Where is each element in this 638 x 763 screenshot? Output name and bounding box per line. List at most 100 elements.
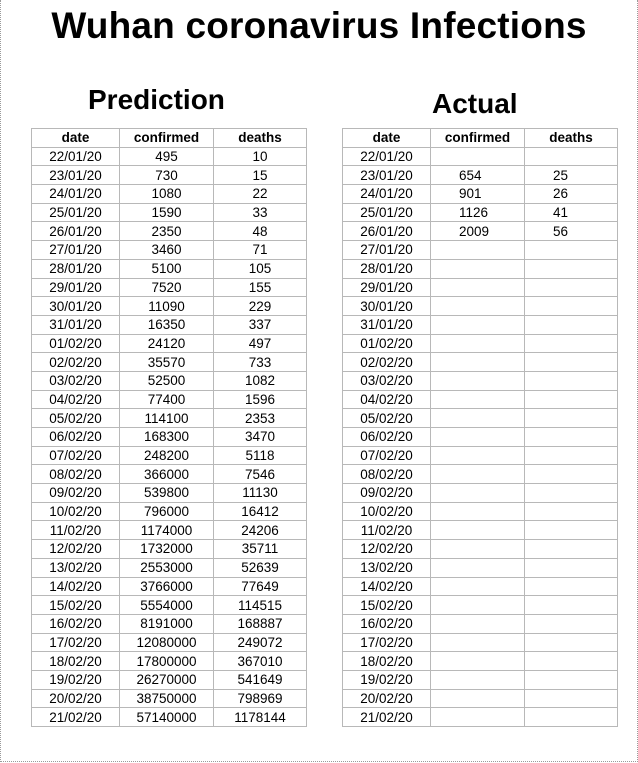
deaths-cell: 71: [213, 240, 307, 260]
actual-date-header: date: [342, 128, 431, 148]
deaths-cell: 367010: [213, 651, 307, 671]
table-row: 20/02/20: [342, 688, 618, 709]
confirmed-cell: [430, 539, 525, 559]
confirmed-cell: 730: [119, 165, 214, 186]
table-row: 12/02/20 1732000 35711: [31, 539, 307, 559]
confirmed-cell: 654: [430, 165, 525, 186]
confirmed-cell: 901: [430, 184, 525, 204]
deaths-cell: 33: [213, 202, 307, 223]
deaths-cell: 798969: [213, 688, 307, 709]
deaths-cell: 337: [213, 314, 307, 335]
table-row: 16/02/20 8191000 168887: [31, 613, 307, 634]
actual-header-row: date confirmed deaths: [342, 128, 618, 148]
table-row: 21/02/20: [342, 707, 618, 727]
actual-confirmed-header: confirmed: [430, 128, 525, 148]
confirmed-cell: [430, 632, 525, 653]
date-cell: 24/01/20: [342, 184, 431, 204]
table-row: 04/02/20: [342, 389, 618, 410]
confirmed-cell: 1126: [430, 202, 525, 223]
table-row: 24/01/20 1080 22: [31, 184, 307, 204]
confirmed-cell: 2553000: [119, 557, 214, 578]
confirmed-cell: [430, 501, 525, 522]
deaths-cell: [524, 632, 618, 653]
table-row: 31/01/20 16350 337: [31, 314, 307, 335]
table-row: 16/02/20: [342, 613, 618, 634]
deaths-cell: 25: [524, 165, 618, 186]
date-cell: 23/01/20: [31, 165, 120, 186]
table-row: 13/02/20: [342, 557, 618, 578]
confirmed-cell: 796000: [119, 501, 214, 522]
confirmed-cell: [430, 408, 525, 428]
deaths-cell: [524, 146, 618, 167]
date-cell: 06/02/20: [31, 427, 120, 447]
deaths-cell: [524, 277, 618, 298]
deaths-cell: [524, 483, 618, 503]
deaths-cell: [524, 595, 618, 615]
deaths-cell: 2353: [213, 408, 307, 428]
prediction-date-header: date: [31, 128, 120, 148]
deaths-cell: [524, 296, 618, 316]
confirmed-cell: [430, 595, 525, 615]
deaths-cell: 168887: [213, 613, 307, 634]
deaths-cell: [524, 539, 618, 559]
table-row: 07/02/20: [342, 445, 618, 466]
table-row: 05/02/20: [342, 408, 618, 428]
deaths-cell: 1596: [213, 389, 307, 410]
date-cell: 09/02/20: [31, 483, 120, 503]
deaths-cell: 35711: [213, 539, 307, 559]
deaths-cell: [524, 651, 618, 671]
deaths-cell: 5118: [213, 445, 307, 466]
confirmed-cell: [430, 427, 525, 447]
date-cell: 01/02/20: [31, 333, 120, 354]
confirmed-cell: 495: [119, 146, 214, 167]
table-row: 13/02/20 2553000 52639: [31, 557, 307, 578]
table-row: 10/02/20: [342, 501, 618, 522]
confirmed-cell: 35570: [119, 352, 214, 372]
table-row: 17/02/20: [342, 632, 618, 653]
table-row: 03/02/20: [342, 370, 618, 391]
table-row: 29/01/20: [342, 277, 618, 298]
date-cell: 22/01/20: [342, 146, 431, 167]
table-row: 08/02/20: [342, 464, 618, 485]
table-row: 01/02/20: [342, 333, 618, 354]
date-cell: 16/02/20: [342, 613, 431, 634]
deaths-cell: [524, 333, 618, 354]
date-cell: 15/02/20: [342, 595, 431, 615]
date-cell: 30/01/20: [31, 296, 120, 316]
date-cell: 05/02/20: [342, 408, 431, 428]
table-row: 29/01/20 7520 155: [31, 277, 307, 298]
confirmed-cell: [430, 389, 525, 410]
date-cell: 22/01/20: [31, 146, 120, 167]
date-cell: 29/01/20: [31, 277, 120, 298]
date-cell: 31/01/20: [342, 314, 431, 335]
date-cell: 31/01/20: [31, 314, 120, 335]
confirmed-cell: 1590: [119, 202, 214, 223]
date-cell: 25/01/20: [342, 202, 431, 223]
deaths-cell: 24206: [213, 520, 307, 541]
table-row: 06/02/20: [342, 427, 618, 447]
table-row: 19/02/20: [342, 669, 618, 690]
deaths-cell: 733: [213, 352, 307, 372]
deaths-cell: [524, 501, 618, 522]
confirmed-cell: 52500: [119, 370, 214, 391]
deaths-cell: [524, 613, 618, 634]
confirmed-cell: [430, 688, 525, 709]
page-title: Wuhan coronavirus Infections: [51, 5, 587, 46]
date-cell: 19/02/20: [31, 669, 120, 690]
deaths-cell: 22: [213, 184, 307, 204]
deaths-cell: [524, 557, 618, 578]
table-row: 15/02/20 5554000 114515: [31, 595, 307, 615]
confirmed-cell: [430, 557, 525, 578]
confirmed-cell: [430, 277, 525, 298]
actual-heading: Actual: [432, 88, 518, 119]
date-cell: 08/02/20: [31, 464, 120, 485]
deaths-cell: [524, 688, 618, 709]
deaths-cell: 155: [213, 277, 307, 298]
date-cell: 26/01/20: [342, 221, 431, 242]
table-row: 30/01/20: [342, 296, 618, 316]
confirmed-cell: [430, 651, 525, 671]
table-row: 18/02/20: [342, 651, 618, 671]
table-row: 11/02/20: [342, 520, 618, 541]
confirmed-cell: 1174000: [119, 520, 214, 541]
deaths-cell: 48: [213, 221, 307, 242]
